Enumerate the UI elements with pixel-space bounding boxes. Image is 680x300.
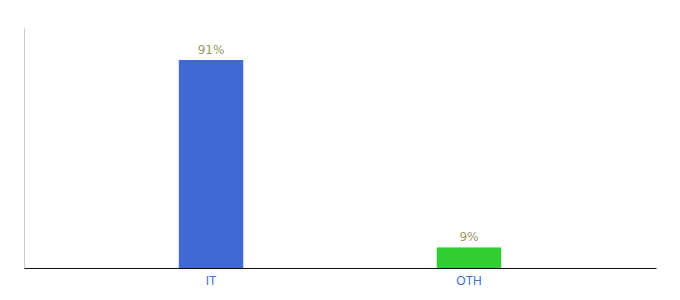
data-labels: 91% 9%	[198, 43, 479, 244]
data-label: 9%	[459, 230, 478, 244]
y-axis	[24, 29, 25, 269]
x-tick-label: OTH	[456, 274, 481, 288]
chart-container: IT OTH 91% 9%	[0, 0, 680, 300]
data-label: 91%	[198, 43, 225, 57]
bar	[437, 247, 501, 268]
x-tick: OTH	[456, 274, 481, 288]
y-axis-line	[24, 29, 25, 269]
x-axis-line	[25, 268, 657, 269]
plot-area: IT OTH 91% 9%	[25, 29, 657, 289]
chart-svg: IT OTH 91% 9%	[0, 0, 680, 300]
x-tick-label: IT	[206, 274, 217, 288]
x-tick: IT	[206, 274, 217, 288]
bar	[179, 60, 243, 268]
bars	[179, 60, 501, 268]
x-axis: IT OTH	[25, 269, 657, 289]
